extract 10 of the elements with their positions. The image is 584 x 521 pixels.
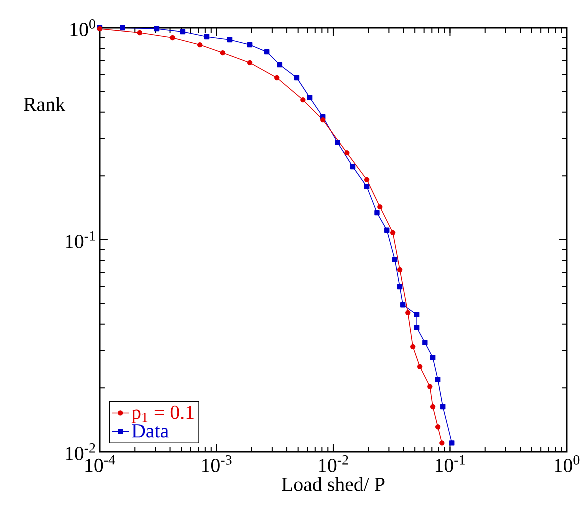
y-tick-label: 10$^{0}$ [70,20,96,36]
legend-label: Data [132,424,169,438]
x-axis-title: Load shed/ P [282,477,385,492]
x-tick-label: 10$^{-2}$ [319,456,348,472]
y-tick-label: 10$^{-1}$ [66,232,96,248]
x-tick-label: 10$^{-1}$ [436,456,465,472]
y-axis-title: Rank [24,97,66,112]
legend-label: p$_{1}$ = 0.1 [132,406,194,424]
x-tick-label: 10$^{0}$ [555,456,580,472]
x-tick-label: 10$^{-3}$ [202,456,232,472]
